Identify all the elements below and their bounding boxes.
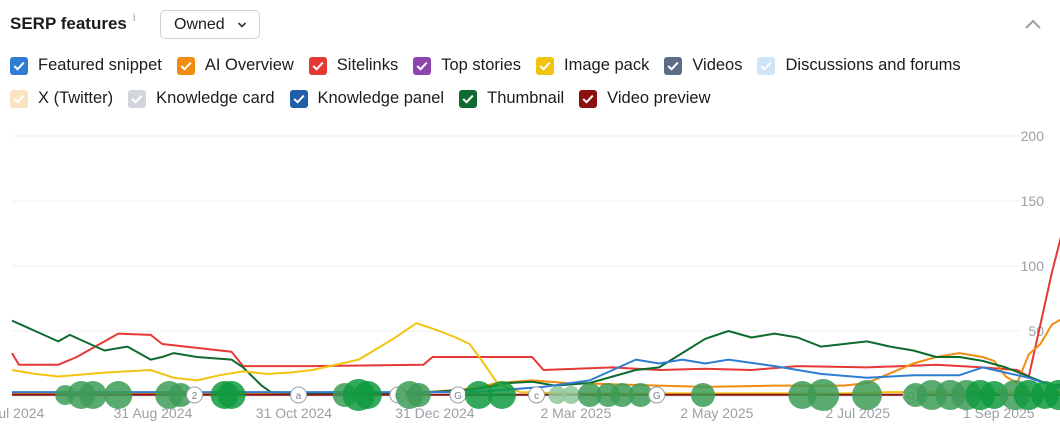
legend-item[interactable]: Videos <box>664 56 742 75</box>
legend-label: X (Twitter) <box>38 89 114 107</box>
event-marker <box>807 379 840 411</box>
chevron-down-icon <box>237 15 247 38</box>
y-tick-label: 200 <box>1021 128 1045 144</box>
event-marker <box>78 381 107 409</box>
legend-item[interactable]: Image pack <box>536 56 649 75</box>
widget-header: SERP features i Owned <box>0 0 1060 50</box>
x-tick-label: 2 Jul 2025 <box>825 405 890 421</box>
widget-title: SERP features <box>10 14 127 33</box>
legend-item[interactable]: Featured snippet <box>10 56 162 75</box>
filter-label: Owned <box>174 16 225 33</box>
legend-label: Sitelinks <box>336 56 399 74</box>
x-tick-label: 31 Aug 2024 <box>114 405 193 421</box>
event-marker <box>217 381 246 409</box>
legend-checkbox-icon[interactable] <box>459 89 478 108</box>
event-marker <box>548 386 567 404</box>
event-marker <box>562 386 581 404</box>
legend-item[interactable]: Top stories <box>413 56 521 75</box>
event-marker <box>648 386 666 404</box>
series-line-thumbnail <box>11 319 1060 395</box>
legend-item[interactable]: Video preview <box>579 89 711 108</box>
legend-label: Video preview <box>607 89 711 107</box>
y-tick-label: 150 <box>1021 193 1045 209</box>
series-line-sitelinks <box>11 236 1060 378</box>
legend-checkbox-icon[interactable] <box>10 89 28 108</box>
x-tick-label: 31 Oct 2024 <box>256 405 332 421</box>
legend-checkbox-icon[interactable] <box>757 56 776 75</box>
legend-label: Top stories <box>441 56 522 74</box>
event-marker <box>852 380 883 410</box>
event-marker <box>980 381 1009 409</box>
y-tick-label: 100 <box>1021 258 1045 274</box>
legend-label: Videos <box>692 56 743 74</box>
event-marker-label: G <box>454 391 462 402</box>
event-marker-label: a <box>296 391 302 402</box>
legend-label: Discussions and forums <box>785 56 961 74</box>
event-marker <box>464 381 493 409</box>
event-marker <box>353 381 382 409</box>
x-tick-label: 1 Jul 2024 <box>0 405 45 421</box>
legend-label: Image pack <box>564 56 650 74</box>
x-tick-label: 31 Dec 2024 <box>395 405 475 421</box>
legend-item[interactable]: Knowledge panel <box>289 89 445 108</box>
event-marker <box>577 383 602 407</box>
event-marker <box>1043 380 1060 410</box>
legend-checkbox-icon[interactable] <box>413 56 432 75</box>
legend-item[interactable]: Sitelinks <box>308 56 399 75</box>
legend-item[interactable]: Thumbnail <box>459 89 564 108</box>
legend-checkbox-icon[interactable] <box>176 56 195 75</box>
event-marker <box>528 386 546 404</box>
x-tick-label: 2 May 2025 <box>680 405 753 421</box>
collapse-chevron-up-icon[interactable] <box>1022 14 1044 36</box>
legend-row: Featured snippet AI Overview Sitelinks Top … <box>10 56 976 80</box>
legend-checkbox-icon[interactable] <box>308 56 327 75</box>
y-tick-label: 50 <box>1028 323 1044 339</box>
series-line-featured-snippet <box>12 358 1060 394</box>
legend-item[interactable]: Knowledge card <box>128 89 275 108</box>
owned-filter-dropdown[interactable]: Owned <box>160 10 260 39</box>
event-marker <box>610 383 635 407</box>
legend-checkbox-icon[interactable] <box>536 56 555 75</box>
legend-label: Featured snippet <box>38 56 162 74</box>
legend-checkbox-icon[interactable] <box>10 56 28 75</box>
event-marker <box>290 386 308 404</box>
series-line-ai-overview <box>12 318 1060 395</box>
event-marker-label: c <box>534 391 539 402</box>
event-marker <box>186 386 204 404</box>
legend-item[interactable]: X (Twitter) <box>10 89 113 108</box>
event-marker <box>406 383 431 407</box>
legend-label: AI Overview <box>204 56 294 74</box>
legend-checkbox-icon[interactable] <box>128 89 147 108</box>
legend-item[interactable]: AI Overview <box>176 56 294 75</box>
legend-checkbox-icon[interactable] <box>579 89 598 108</box>
legend-row: X (Twitter) Knowledge card Knowledge panel… <box>10 89 726 113</box>
legend-label: Thumbnail <box>487 89 565 107</box>
info-icon[interactable]: i <box>133 12 136 24</box>
legend-label: Knowledge card <box>156 89 275 107</box>
event-marker <box>104 381 133 409</box>
legend-checkbox-icon[interactable] <box>289 89 308 108</box>
event-marker-label: 2 <box>192 391 198 402</box>
event-marker <box>168 383 193 407</box>
legend-label: Knowledge panel <box>317 89 445 107</box>
legend-checkbox-icon[interactable] <box>664 56 683 75</box>
event-marker <box>487 381 516 409</box>
event-marker-label: G <box>653 391 661 402</box>
legend-item[interactable]: Discussions and forums <box>757 56 961 75</box>
x-tick-label: 2 Mar 2025 <box>540 405 611 421</box>
event-marker <box>690 383 715 407</box>
event-marker <box>628 383 653 407</box>
